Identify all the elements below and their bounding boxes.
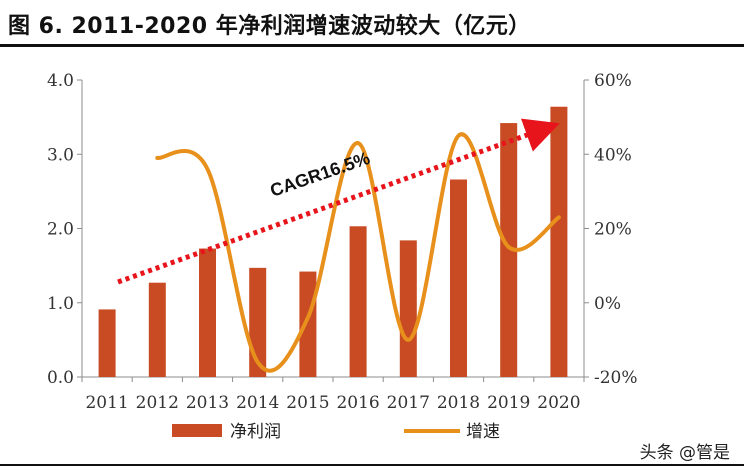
cagr-label: CAGR16.5% xyxy=(268,148,373,201)
x-tick-label: 2019 xyxy=(487,393,530,413)
x-tick-label: 2014 xyxy=(236,393,279,413)
bar-2017 xyxy=(399,240,417,377)
cagr-arrow xyxy=(117,118,560,285)
bar-2019 xyxy=(500,123,518,377)
x-tick-label: 2013 xyxy=(186,393,229,413)
bottom-rule xyxy=(0,464,744,466)
legend-swatch-net-profit xyxy=(172,424,222,437)
bar-2015 xyxy=(299,271,317,377)
bar-2012 xyxy=(148,282,166,377)
right-tick-label: 60% xyxy=(594,71,632,91)
left-tick-label: 3.0 xyxy=(47,145,74,165)
legend-label-net-profit: 净利润 xyxy=(230,422,281,442)
x-tick-label: 2015 xyxy=(286,393,329,413)
x-tick-label: 2012 xyxy=(136,393,179,413)
left-tick-label: 0.0 xyxy=(47,368,74,388)
x-tick-label: 2011 xyxy=(85,393,128,413)
right-tick-label: 40% xyxy=(594,145,632,165)
bar-2018 xyxy=(450,179,467,377)
bar-2016 xyxy=(349,226,367,377)
bar-2013 xyxy=(199,248,216,377)
watermark: 头条 @管是 xyxy=(639,443,730,463)
x-tick-label: 2016 xyxy=(336,393,379,413)
bar-2011 xyxy=(98,309,116,377)
x-tick-label: 2018 xyxy=(437,393,480,413)
legend-label-growth: 增速 xyxy=(466,422,500,442)
growth-line xyxy=(155,132,561,373)
chart-title: 图 6. 2011-2020 年净利润增速波动较大（亿元） xyxy=(8,14,531,39)
bar-2020 xyxy=(550,106,568,377)
left-tick-label: 1.0 xyxy=(47,294,74,314)
x-tick-label: 2017 xyxy=(387,393,430,413)
right-tick-label: -20% xyxy=(594,368,638,388)
left-tick-label: 4.0 xyxy=(47,71,74,91)
right-tick-label: 0% xyxy=(594,294,621,314)
top-rule xyxy=(0,44,744,47)
left-tick-label: 2.0 xyxy=(47,220,74,240)
x-tick-label: 2020 xyxy=(537,393,580,413)
right-tick-label: 20% xyxy=(594,220,632,240)
